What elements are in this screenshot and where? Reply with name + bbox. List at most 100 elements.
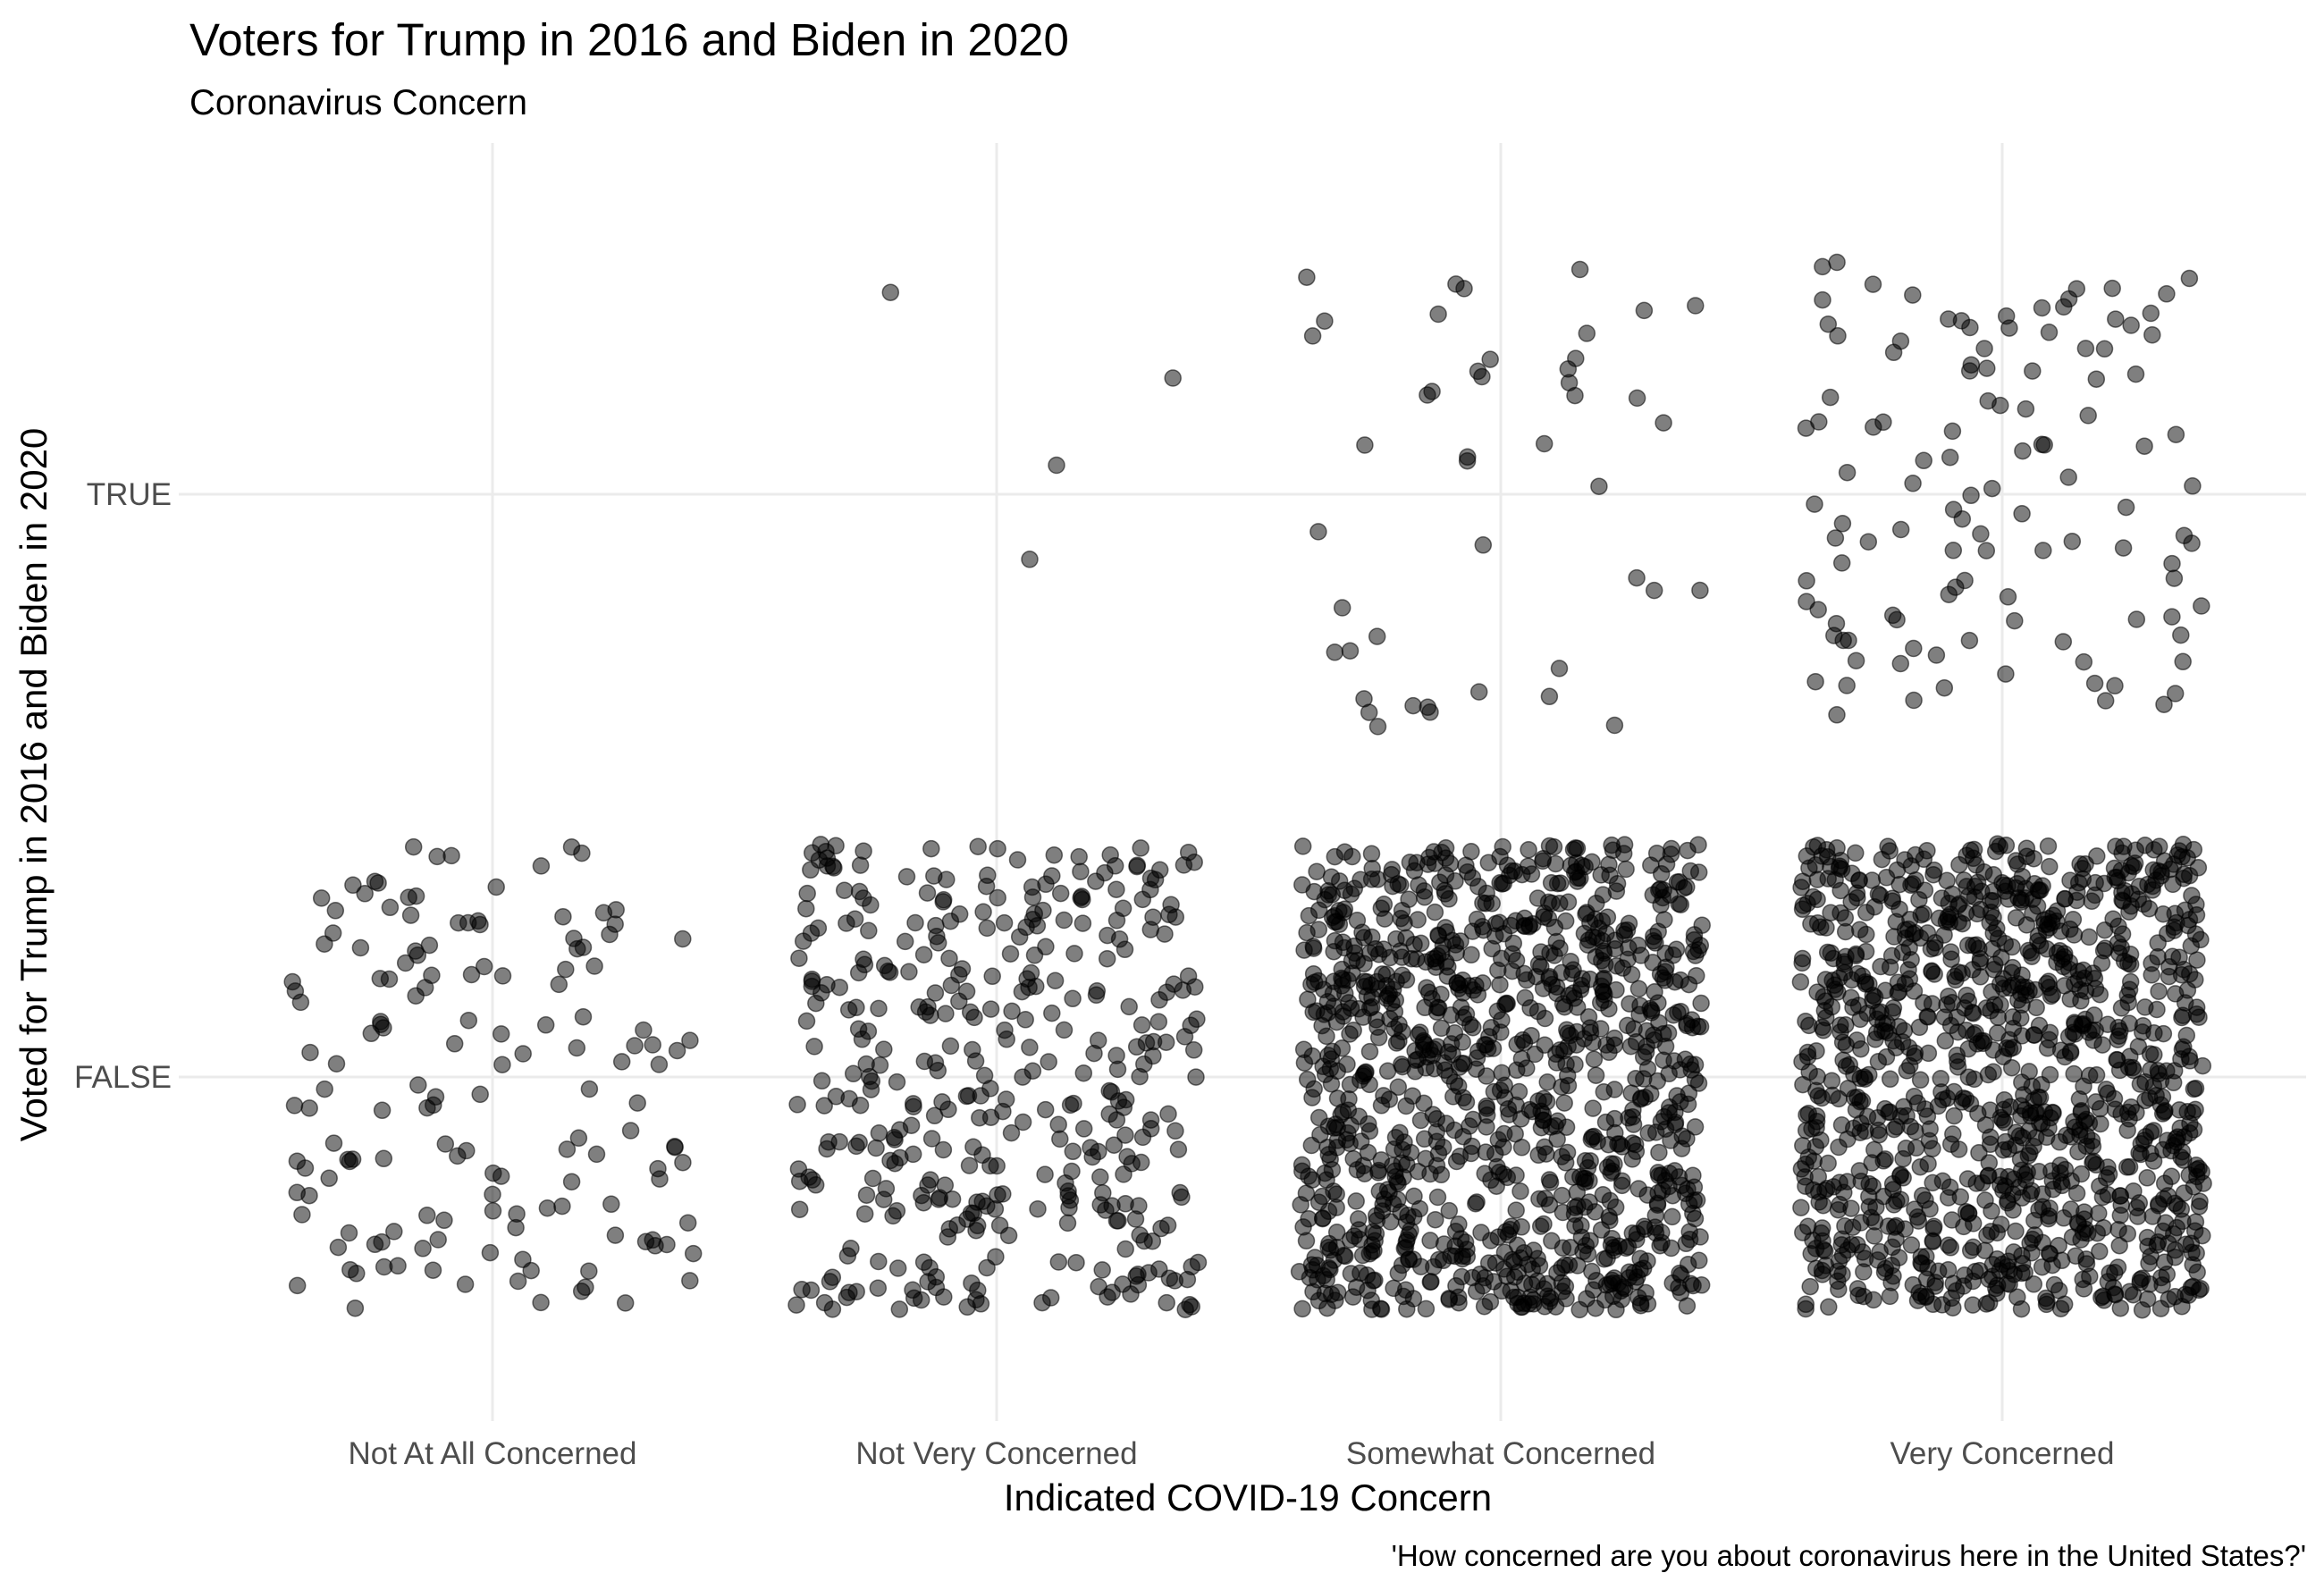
point-2-false-202 xyxy=(1587,1299,1604,1317)
point-0-false-3 xyxy=(616,1294,635,1312)
point-2-true-30 xyxy=(1447,275,1465,293)
point-1-false-332 xyxy=(1159,1105,1177,1123)
point-2-false-896 xyxy=(1359,1281,1377,1300)
point-1-false-234 xyxy=(987,1248,1005,1266)
point-1-false-385 xyxy=(857,1055,875,1073)
point-3-true-83 xyxy=(2034,542,2052,559)
point-0-false-45 xyxy=(341,1260,359,1279)
point-1-false-281 xyxy=(1061,1191,1080,1209)
point-1-false-229 xyxy=(1150,991,1168,1009)
point-2-false-999 xyxy=(1691,937,1710,955)
point-1-false-375 xyxy=(1120,997,1138,1016)
point-3-true-3 xyxy=(1826,529,1845,547)
point-2-false-1014 xyxy=(1458,1241,1476,1258)
point-3-false-981 xyxy=(1925,938,1944,957)
point-1-false-112 xyxy=(1072,862,1090,880)
point-2-false-482 xyxy=(1405,1187,1423,1206)
point-3-false-1082 xyxy=(2188,1160,2206,1179)
point-3-true-37 xyxy=(2096,692,2115,710)
point-3-true-74 xyxy=(2095,340,2114,358)
point-2-false-981 xyxy=(1434,937,1452,955)
point-3-true-54 xyxy=(1874,413,1892,432)
point-0-false-14 xyxy=(668,1041,686,1060)
point-1-false-327 xyxy=(1176,1300,1194,1318)
point-2-true-2 xyxy=(1635,301,1654,320)
point-3-false-1020 xyxy=(1964,961,1982,979)
point-3-false-723 xyxy=(1982,1223,2000,1241)
point-2-false-1059 xyxy=(1462,843,1480,861)
point-3-true-69 xyxy=(2174,652,2192,671)
point-1-false-145 xyxy=(1014,1113,1032,1132)
point-3-true-112 xyxy=(2035,436,2053,454)
point-2-false-911 xyxy=(1570,1300,1588,1319)
point-3-false-69 xyxy=(1847,844,1865,862)
point-1-false-386 xyxy=(802,924,821,942)
point-3-false-1094 xyxy=(2164,1073,2183,1092)
point-1-false-373 xyxy=(855,889,872,907)
point-2-false-1011 xyxy=(1302,1136,1321,1155)
point-3-true-89 xyxy=(1940,310,1958,328)
point-1-false-241 xyxy=(1051,884,1070,903)
point-3-false-965 xyxy=(1902,951,1920,969)
point-2-false-787 xyxy=(1467,1283,1486,1300)
point-2-false-1053 xyxy=(1579,1008,1598,1026)
point-0-false-4 xyxy=(409,1076,427,1094)
point-3-false-899 xyxy=(1933,1090,1952,1109)
point-1-false-169 xyxy=(879,962,897,980)
point-3-false-268 xyxy=(1976,1191,1994,1209)
point-3-false-1139 xyxy=(1812,1131,1830,1149)
point-2-false-961 xyxy=(1464,1018,1482,1037)
point-2-false-1083 xyxy=(1342,999,1360,1017)
point-0-false-91 xyxy=(301,1043,319,1062)
point-2-false-1085 xyxy=(1650,1143,1668,1162)
point-2-false-537 xyxy=(1338,1056,1356,1073)
point-3-false-1058 xyxy=(2193,1226,2211,1245)
point-3-false-1130 xyxy=(2143,955,2160,972)
point-2-false-727 xyxy=(1322,1075,1341,1093)
point-0-false-34 xyxy=(346,1299,365,1317)
point-1-false-261 xyxy=(967,1291,985,1308)
point-1-false-245 xyxy=(823,1268,842,1286)
point-2-true-32 xyxy=(1691,581,1709,600)
point-2-false-633 xyxy=(1521,999,1539,1017)
point-1-false-381 xyxy=(1183,1258,1200,1275)
point-2-true-23 xyxy=(1469,683,1488,701)
point-2-false-702 xyxy=(1318,1027,1335,1046)
point-2-false-1030 xyxy=(1309,1108,1328,1127)
point-3-false-1056 xyxy=(1889,973,1907,991)
point-3-true-35 xyxy=(1944,542,1963,559)
point-3-false-470 xyxy=(2072,1165,2091,1183)
point-0-false-26 xyxy=(324,1134,343,1152)
point-3-false-967 xyxy=(1830,1252,1848,1270)
point-3-false-990 xyxy=(1890,875,1908,894)
point-3-false-524 xyxy=(1865,1227,1883,1245)
point-2-false-760 xyxy=(1539,909,1558,928)
point-3-false-500 xyxy=(2074,1270,2092,1289)
point-2-false-892 xyxy=(1579,1245,1597,1263)
point-1-false-133 xyxy=(1105,1136,1124,1154)
point-3-false-1131 xyxy=(2175,960,2193,979)
point-3-false-1095 xyxy=(2034,1185,2051,1203)
point-3-false-1029 xyxy=(1876,1099,1894,1118)
point-2-false-942 xyxy=(1541,1174,1560,1191)
point-3-false-733 xyxy=(2041,1199,2059,1217)
point-0-false-105 xyxy=(428,847,446,866)
point-2-false-492 xyxy=(1552,874,1570,892)
point-3-true-96 xyxy=(1847,652,1865,669)
point-0-false-147 xyxy=(375,1149,393,1168)
point-2-false-736 xyxy=(1417,1300,1436,1318)
point-2-false-248 xyxy=(1511,1182,1529,1200)
point-2-false-1041 xyxy=(1332,1106,1350,1124)
point-2-false-20 xyxy=(1617,860,1635,879)
point-0-false-83 xyxy=(644,1231,661,1249)
point-2-false-844 xyxy=(1506,1124,1524,1143)
point-1-false-95 xyxy=(1070,847,1088,866)
point-3-false-1057 xyxy=(1807,1042,1825,1060)
point-3-true-88 xyxy=(1960,631,1979,650)
point-1-false-384 xyxy=(1093,1261,1111,1279)
point-3-false-1088 xyxy=(1884,1267,1902,1285)
point-3-false-923 xyxy=(1915,850,1933,869)
point-0-false-86 xyxy=(408,946,427,964)
point-3-false-1101 xyxy=(2179,1286,2198,1304)
point-3-false-540 xyxy=(1812,918,1830,937)
